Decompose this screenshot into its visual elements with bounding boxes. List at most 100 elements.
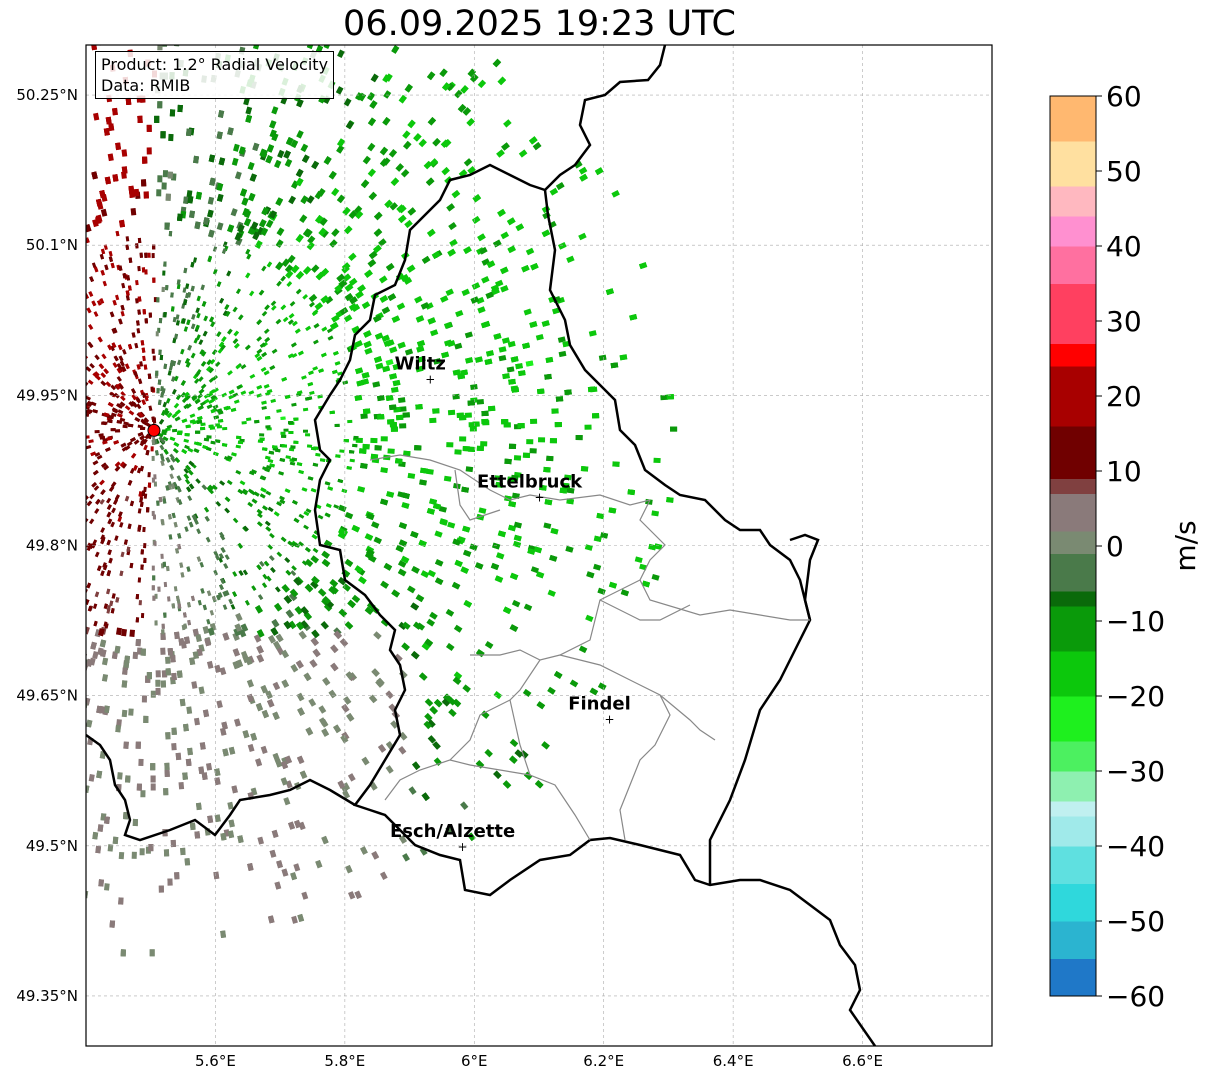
velocity-pixel [155, 687, 161, 695]
velocity-pixel [222, 310, 228, 317]
velocity-pixel [137, 431, 144, 437]
velocity-pixel [283, 595, 293, 604]
velocity-pixel [432, 741, 441, 750]
velocity-pixel [367, 92, 376, 101]
velocity-pixel [259, 219, 267, 228]
velocity-pixel [511, 386, 520, 393]
velocity-pixel [186, 515, 192, 521]
velocity-pixel [498, 346, 507, 353]
velocity-pixel [400, 273, 410, 282]
velocity-pixel [247, 743, 255, 753]
colorbar-tick-label: 0 [1106, 530, 1124, 563]
velocity-pixel [308, 293, 318, 303]
velocity-pixel [486, 260, 496, 269]
velocity-pixel [92, 460, 99, 466]
velocity-pixel [125, 97, 132, 105]
velocity-pixel [243, 217, 252, 227]
velocity-pixel [121, 628, 128, 637]
velocity-pixel [136, 320, 140, 326]
velocity-pixel [256, 355, 263, 362]
velocity-pixel [464, 412, 472, 418]
velocity-pixel [206, 590, 212, 597]
velocity-pixel [181, 418, 188, 424]
velocity-pixel [94, 508, 100, 514]
velocity-pixel [89, 276, 94, 282]
velocity-pixel [535, 334, 544, 341]
colorbar-band [1050, 553, 1096, 592]
velocity-pixel [189, 822, 196, 831]
velocity-pixel [237, 488, 244, 495]
velocity-pixel [449, 238, 458, 247]
velocity-pixel [342, 380, 349, 385]
velocity-pixel [122, 667, 128, 675]
velocity-pixel [129, 500, 135, 507]
velocity-pixel [558, 350, 567, 358]
velocity-pixel [318, 705, 327, 714]
velocity-pixel [426, 507, 435, 515]
velocity-pixel [295, 177, 304, 187]
velocity-pixel [237, 224, 245, 233]
velocity-pixel [307, 476, 314, 481]
velocity-pixel [187, 195, 194, 204]
velocity-pixel [224, 496, 231, 503]
velocity-pixel [477, 233, 486, 242]
velocity-pixel [195, 634, 202, 643]
velocity-pixel [301, 487, 308, 492]
velocity-pixel [176, 279, 181, 285]
velocity-pixel [208, 367, 215, 374]
velocity-pixel [275, 239, 284, 248]
velocity-pixel [416, 345, 425, 353]
velocity-pixel [295, 168, 304, 178]
velocity-pixel [259, 342, 266, 348]
velocity-pixel [383, 90, 392, 99]
velocity-pixel [404, 83, 413, 93]
velocity-pixel [95, 214, 103, 223]
velocity-pixel [248, 390, 255, 395]
velocity-pixel [303, 228, 312, 238]
velocity-pixel [260, 487, 267, 493]
velocity-pixel [312, 648, 321, 658]
velocity-pixel [361, 301, 371, 310]
velocity-pixel [311, 160, 320, 170]
velocity-pixel [143, 486, 147, 493]
velocity-pixel [121, 709, 128, 718]
velocity-pixel [290, 872, 298, 881]
velocity-pixel [206, 618, 211, 625]
velocity-pixel [197, 415, 203, 421]
velocity-pixel [159, 444, 165, 451]
velocity-pixel [156, 189, 162, 197]
velocity-pixel [310, 555, 320, 564]
velocity-pixel [216, 594, 221, 601]
velocity-pixel [89, 518, 95, 525]
velocity-pixel [276, 409, 282, 413]
velocity-pixel [381, 306, 391, 315]
velocity-pixel [454, 559, 463, 568]
velocity-pixel [395, 544, 405, 553]
velocity-pixel [481, 320, 491, 328]
velocity-pixel [280, 416, 286, 420]
velocity-pixel [373, 211, 383, 221]
velocity-pixel [584, 424, 592, 430]
velocity-pixel [304, 547, 311, 553]
velocity-pixel [297, 350, 304, 356]
velocity-pixel [255, 605, 263, 614]
colorbar-band [1050, 531, 1096, 554]
velocity-pixel [109, 391, 115, 398]
velocity-pixel [187, 447, 194, 453]
y-tick-label: 49.95°N [16, 386, 78, 404]
velocity-pixel [514, 749, 524, 758]
colorbar-band [1050, 478, 1096, 494]
velocity-pixel [86, 582, 92, 589]
velocity-pixel [160, 553, 164, 559]
velocity-pixel [291, 457, 298, 462]
velocity-pixel [270, 300, 277, 307]
velocity-pixel [224, 507, 230, 514]
colorbar-band [1050, 283, 1096, 344]
velocity-pixel [627, 489, 636, 496]
velocity-pixel [361, 371, 370, 379]
velocity-pixel [223, 563, 229, 569]
velocity-pixel [95, 845, 102, 854]
velocity-pixel [103, 883, 110, 891]
velocity-pixel [654, 543, 663, 550]
velocity-pixel [358, 576, 367, 585]
